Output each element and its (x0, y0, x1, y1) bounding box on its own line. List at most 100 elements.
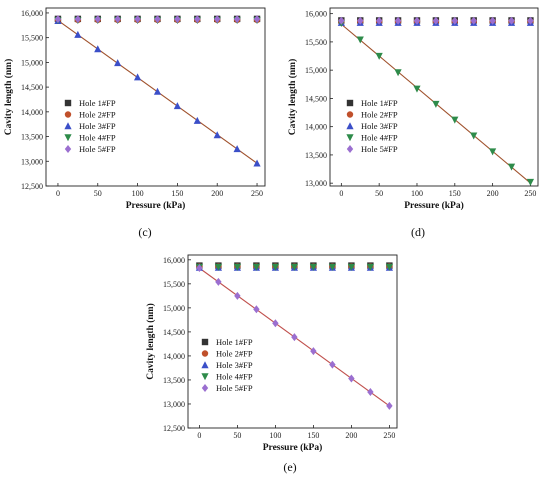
y-tick-label: 14,500 (21, 83, 43, 92)
data-point (271, 263, 279, 271)
legend-label: Hole 2#FP (79, 110, 116, 120)
x-tick-label: 100 (269, 431, 281, 440)
y-tick-label: 14,500 (163, 328, 185, 337)
data-point (507, 163, 516, 171)
plot-frame (45, 7, 266, 187)
legend-marker (201, 350, 209, 357)
y-axis-label: Cavity length (nm) (3, 59, 14, 136)
x-tick-label: 50 (233, 431, 241, 440)
x-tick-label: 250 (383, 431, 395, 440)
x-tick-label: 200 (211, 189, 223, 198)
data-point (310, 347, 317, 356)
data-point (214, 15, 221, 24)
data-point (194, 15, 201, 24)
x-axis-label: Pressure (kPa) (126, 200, 186, 211)
legend-label: Hole 1#FP (361, 98, 398, 108)
data-point (114, 59, 122, 67)
data-point (134, 15, 141, 24)
x-tick-label: 200 (487, 189, 499, 198)
data-point (329, 360, 336, 369)
legend-marker (64, 145, 72, 153)
legend-label: Hole 3#FP (79, 121, 116, 131)
data-point (196, 263, 203, 272)
legend-label: Hole 4#FP (216, 372, 253, 382)
data-point (193, 116, 201, 124)
series-5 (54, 15, 261, 24)
legend-marker (201, 361, 209, 369)
y-tick-label: 15,500 (163, 280, 185, 289)
chart-panel-c: 0 50 100 150 200 250 12,500 13,000 13,500 14,000 1… (3, 7, 266, 239)
x-tick-label: 150 (171, 189, 183, 198)
x-tick-label: 0 (339, 189, 343, 198)
data-point (375, 16, 383, 25)
legend-marker (64, 134, 72, 142)
data-point (385, 263, 393, 271)
data-point (470, 16, 477, 25)
legend-label: Hole 5#FP (361, 144, 398, 154)
y-tick-label: 15,500 (21, 34, 43, 43)
y-tick-label: 15,000 (163, 304, 185, 313)
data-point (94, 15, 101, 24)
data-point (347, 263, 355, 271)
x-axis-label: Pressure (kPa) (404, 200, 464, 211)
data-point (234, 291, 241, 300)
data-point (233, 263, 241, 271)
y-axis-label: Cavity length (nm) (287, 59, 298, 136)
x-tick-label: 50 (375, 189, 383, 198)
series-3 (54, 17, 261, 167)
legend-marker (64, 122, 72, 130)
series-4 (195, 263, 393, 271)
y-tick-label: 13,000 (305, 179, 327, 188)
plot-frame (187, 254, 398, 429)
data-point (233, 145, 241, 153)
data-point (489, 16, 496, 25)
data-point (309, 263, 317, 271)
legend-marker (64, 99, 72, 107)
data-point (451, 116, 459, 124)
data-point (470, 132, 478, 140)
panel-label: (e) (283, 460, 296, 474)
x-tick-label: 200 (345, 431, 357, 440)
data-point (174, 15, 181, 24)
data-point (356, 36, 364, 44)
data-point (357, 16, 364, 25)
data-point (338, 16, 345, 25)
x-tick-label: 0 (197, 431, 201, 440)
data-point (213, 131, 221, 139)
legend-label: Hole 3#FP (361, 121, 398, 131)
data-point (526, 178, 535, 186)
legend-marker (346, 122, 354, 130)
series-5 (338, 16, 534, 25)
y-tick-label: 13,500 (163, 376, 185, 385)
legend-marker (346, 145, 354, 153)
data-point (94, 45, 102, 53)
chart-panel-e: 0 50 100 150 200 250 12,500 13,000 13,500 14,000 1… (145, 254, 398, 474)
data-point (54, 15, 62, 24)
data-point (527, 16, 534, 25)
data-point (74, 30, 82, 38)
data-point (367, 387, 374, 396)
legend-marker (201, 384, 209, 392)
legend-marker (64, 111, 72, 118)
data-point (348, 374, 355, 383)
data-point (272, 319, 279, 328)
legend-label: Hole 4#FP (361, 133, 398, 143)
x-tick-label: 150 (449, 189, 461, 198)
data-point (252, 263, 260, 271)
data-point (508, 16, 515, 25)
data-point (133, 73, 142, 81)
y-tick-label: 13,000 (21, 157, 43, 166)
data-point (489, 148, 497, 156)
legend-label: Hole 2#FP (361, 110, 398, 120)
data-point (290, 263, 298, 271)
x-tick-label: 50 (94, 189, 102, 198)
data-point (114, 15, 121, 24)
y-axis-label: Cavity length (nm) (145, 303, 156, 380)
y-tick-label: 15,000 (305, 66, 327, 75)
data-point (413, 16, 421, 25)
data-point (74, 15, 82, 24)
